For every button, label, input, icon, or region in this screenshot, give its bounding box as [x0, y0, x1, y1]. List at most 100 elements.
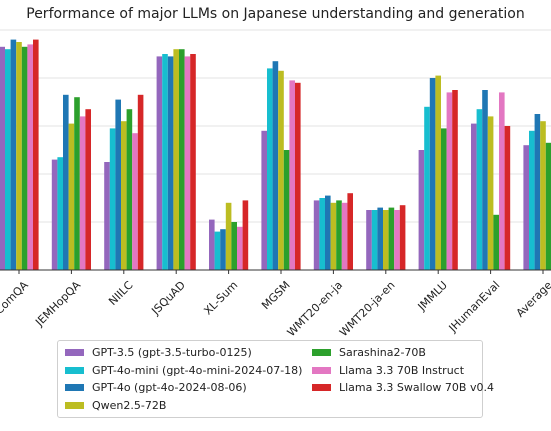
bar: [85, 109, 91, 270]
bar: [471, 123, 477, 270]
x-tick-label: MGSM: [259, 279, 293, 313]
bar: [16, 42, 22, 270]
legend-swatch: [65, 366, 84, 374]
legend-item: Qwen2.5-72B: [65, 399, 166, 412]
bar: [21, 46, 28, 270]
bar: [115, 99, 121, 270]
x-tick-label: Average: [514, 278, 551, 319]
bar: [126, 109, 133, 270]
bar: [347, 193, 353, 270]
legend-swatch: [65, 401, 84, 409]
bar: [388, 207, 395, 270]
bar: [272, 61, 279, 271]
bar: [74, 97, 80, 270]
legend-label: GPT-4o (gpt-4o-2024-08-06): [92, 381, 247, 394]
bar: [540, 121, 546, 270]
bar: [529, 130, 535, 270]
bar: [289, 80, 295, 271]
x-tick-label: JEMHopQA: [32, 278, 83, 329]
bar: [209, 219, 215, 270]
bar: [261, 130, 267, 270]
legend-swatch: [312, 384, 331, 391]
bar: [394, 210, 400, 270]
bar: [452, 90, 458, 270]
bar: [179, 49, 185, 271]
bar: [313, 200, 320, 270]
bar: [79, 116, 86, 271]
bar: [121, 121, 127, 270]
legend-swatch: [65, 349, 84, 356]
x-tick-label: XL-Sum: [201, 279, 240, 318]
legend: GPT-3.5 (gpt-3.5-turbo-0125) GPT-4o-mini …: [57, 340, 494, 418]
bar: [476, 109, 483, 270]
legend-swatch: [312, 366, 331, 374]
bar: [51, 159, 58, 270]
bar: [325, 195, 331, 270]
bar: [27, 44, 33, 271]
bar: [319, 198, 325, 270]
bars: [0, 39, 551, 271]
bar: [341, 202, 348, 270]
bar: [184, 56, 191, 271]
bar: [0, 46, 5, 270]
bar: [173, 49, 179, 271]
bar: [366, 210, 372, 270]
x-tick-label: WMT20-ja-en: [337, 279, 398, 340]
bar: [132, 133, 138, 270]
bar: [441, 128, 447, 270]
bar: [109, 128, 116, 270]
bar: [487, 116, 494, 271]
bar: [383, 210, 389, 270]
legend-label: Llama 3.3 Swallow 70B v0.4: [339, 381, 494, 394]
legend-item: Llama 3.3 Swallow 70B v0.4: [312, 381, 494, 394]
bar: [190, 54, 196, 270]
bar: [104, 162, 110, 270]
x-tick-label: JComQA: [0, 278, 31, 320]
x-axis: JComQA JEMHopQA NIILC JSQuAD XL-Sum MGSM WMT20…: [0, 269, 551, 340]
legend-label: GPT-3.5 (gpt-3.5-turbo-0125): [92, 346, 252, 359]
legend-item: GPT-3.5 (gpt-3.5-turbo-0125): [65, 346, 252, 359]
bar: [278, 70, 284, 270]
bar: [242, 200, 249, 270]
bar: [435, 75, 441, 270]
bar: [33, 39, 39, 270]
bar: [424, 106, 430, 270]
legend-item: GPT-4o (gpt-4o-2024-08-06): [65, 381, 247, 394]
bar: [63, 94, 69, 270]
bar: [137, 94, 144, 270]
bar: [371, 210, 378, 270]
x-tick-label: NIILC: [106, 278, 136, 308]
legend-label: GPT-4o-mini (gpt-4o-mini-2024-07-18): [92, 363, 303, 377]
x-tick-label: JMMLU: [415, 279, 450, 314]
bar: [499, 92, 505, 271]
bar: [377, 207, 383, 270]
bar: [267, 68, 273, 271]
bar: [283, 150, 290, 270]
bar: [5, 49, 11, 271]
bar: [10, 39, 17, 270]
bar: [418, 150, 425, 270]
bar: [295, 82, 301, 270]
bar: [231, 222, 237, 270]
bar: [214, 231, 221, 270]
bar: [156, 56, 163, 271]
legend-label: Sarashina2-70B: [339, 346, 426, 359]
bar: [504, 126, 511, 270]
legend-swatch: [312, 349, 331, 356]
bar: [68, 123, 75, 270]
bar: [523, 145, 529, 270]
bar: [545, 142, 551, 270]
bar: [167, 56, 174, 271]
bar: [493, 214, 499, 270]
bar: [162, 54, 168, 270]
bar: [336, 200, 342, 270]
bar: [237, 226, 243, 270]
legend-item: Sarashina2-70B: [312, 346, 426, 359]
legend-label: Qwen2.5-72B: [92, 398, 167, 412]
legend-item: GPT-4o-mini (gpt-4o-mini-2024-07-18): [65, 364, 302, 377]
bar: [399, 205, 406, 270]
bar: [534, 114, 541, 270]
legend-label: Llama 3.3 70B Instruct: [339, 363, 465, 377]
chart-title: Performance of major LLMs on Japanese un…: [26, 6, 525, 22]
